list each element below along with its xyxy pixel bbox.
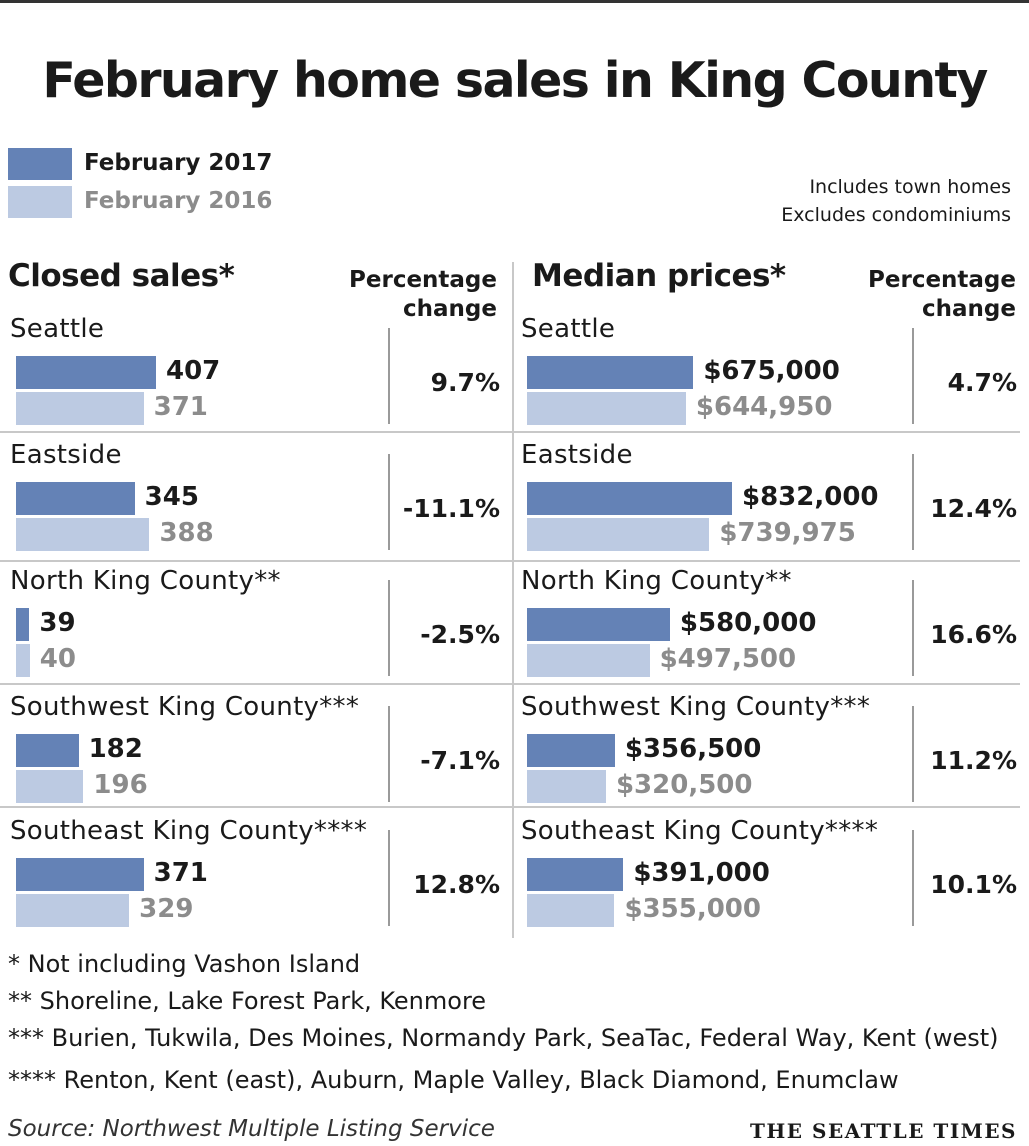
closed-sales-title: Closed sales* — [8, 258, 235, 294]
median-prices-region-label: Southwest King County*** — [521, 692, 871, 722]
pct-header-line2: change — [403, 296, 497, 322]
footnote-1: * Not including Vashon Island — [8, 950, 361, 978]
column-divider — [512, 262, 514, 938]
closed-sales-bar-2017 — [16, 356, 156, 389]
closed-sales-pct-change: -7.1% — [420, 746, 500, 775]
closed-sales-pct-rule — [388, 454, 390, 550]
median-prices-value-2017: $580,000 — [679, 608, 817, 638]
median-prices-pct-change: 12.4% — [930, 494, 1017, 523]
closed-sales-pct-header: Percentage change — [349, 266, 497, 324]
closed-sales-pct-change: -11.1% — [402, 494, 500, 523]
footnote-2: ** Shoreline, Lake Forest Park, Kenmore — [8, 987, 487, 1015]
closed-sales-bar-2016 — [16, 770, 84, 803]
note-town-homes: Includes town homes — [809, 176, 1011, 198]
closed-sales-value-2017: 371 — [153, 858, 208, 888]
median-prices-value-2017: $391,000 — [633, 858, 770, 888]
source-line: Source: Northwest Multiple Listing Servi… — [8, 1116, 495, 1142]
median-prices-bar-2017 — [527, 858, 624, 891]
median-prices-pct-change: 16.6% — [930, 620, 1017, 649]
closed-sales-pct-change: 12.8% — [413, 870, 500, 899]
closed-sales-value-2017: 407 — [166, 356, 221, 386]
closed-sales-bar-2016 — [16, 644, 30, 677]
median-prices-value-2017: $832,000 — [742, 482, 879, 512]
pct-header-line1: Percentage — [349, 267, 497, 293]
median-prices-bar-2016 — [527, 770, 606, 803]
row-divider — [0, 560, 1020, 562]
median-prices-pct-rule — [912, 830, 914, 926]
median-prices-bar-2016 — [527, 644, 650, 677]
closed-sales-pct-change: 9.7% — [430, 368, 500, 397]
closed-sales-pct-rule — [388, 706, 390, 802]
closed-sales-value-2017: 39 — [39, 608, 76, 638]
closed-sales-value-2017: 345 — [144, 482, 199, 512]
pct-header-line2: change — [922, 296, 1016, 322]
closed-sales-bar-2017 — [16, 858, 144, 891]
closed-sales-bar-2016 — [16, 518, 150, 551]
median-prices-pct-rule — [912, 580, 914, 676]
legend-swatch-2017 — [8, 148, 72, 180]
closed-sales-bar-2017 — [16, 608, 30, 641]
median-prices-region-label: Southeast King County**** — [521, 816, 879, 846]
closed-sales-bar-2017 — [16, 482, 135, 515]
closed-sales-bar-2016 — [16, 392, 144, 425]
footnote-3: *** Burien, Tukwila, Des Moines, Normand… — [8, 1024, 999, 1052]
median-prices-pct-header: Percentage change — [868, 266, 1016, 324]
closed-sales-region-label: Eastside — [10, 440, 122, 470]
median-prices-bar-2017 — [527, 482, 732, 515]
median-prices-value-2016: $497,500 — [659, 644, 797, 674]
pct-header-line1: Percentage — [868, 267, 1016, 293]
closed-sales-pct-change: -2.5% — [420, 620, 500, 649]
median-prices-value-2016: $355,000 — [624, 894, 761, 924]
median-prices-pct-rule — [912, 706, 914, 802]
closed-sales-value-2016: 388 — [159, 518, 214, 548]
row-divider — [0, 683, 1020, 685]
closed-sales-pct-rule — [388, 328, 390, 424]
median-prices-value-2016: $320,500 — [615, 770, 753, 800]
closed-sales-region-label: Seattle — [10, 314, 105, 344]
closed-sales-bar-2016 — [16, 894, 130, 927]
closed-sales-pct-rule — [388, 830, 390, 926]
brand-logo: THE SEATTLE TIMES — [750, 1119, 1017, 1143]
median-prices-value-2017: $356,500 — [624, 734, 762, 764]
median-prices-value-2017: $675,000 — [703, 356, 840, 386]
closed-sales-value-2016: 371 — [153, 392, 208, 422]
closed-sales-bar-2017 — [16, 734, 79, 767]
closed-sales-value-2016: 196 — [93, 770, 148, 800]
chart-title: February home sales in King County — [42, 52, 988, 109]
median-prices-value-2016: $644,950 — [695, 392, 833, 422]
median-prices-pct-change: 10.1% — [930, 870, 1017, 899]
closed-sales-value-2016: 329 — [139, 894, 194, 924]
median-prices-bar-2017 — [527, 734, 615, 767]
row-divider — [0, 431, 1020, 433]
median-prices-value-2016: $739,975 — [719, 518, 856, 548]
closed-sales-region-label: North King County** — [10, 566, 281, 596]
median-prices-bar-2017 — [527, 356, 694, 389]
legend-label-2017: February 2017 — [84, 150, 273, 176]
median-prices-bar-2016 — [527, 392, 686, 425]
closed-sales-region-label: Southeast King County**** — [10, 816, 368, 846]
median-prices-pct-rule — [912, 454, 914, 550]
median-prices-region-label: Eastside — [521, 440, 633, 470]
closed-sales-region-label: Southwest King County*** — [10, 692, 360, 722]
legend-label-2016: February 2016 — [84, 188, 273, 214]
footnote-4: **** Renton, Kent (east), Auburn, Maple … — [8, 1066, 899, 1094]
median-prices-title: Median prices* — [532, 258, 786, 294]
median-prices-pct-change: 4.7% — [947, 368, 1017, 397]
closed-sales-value-2017: 182 — [88, 734, 143, 764]
median-prices-bar-2016 — [527, 894, 615, 927]
median-prices-pct-change: 11.2% — [930, 746, 1017, 775]
closed-sales-pct-rule — [388, 580, 390, 676]
closed-sales-value-2016: 40 — [39, 644, 76, 674]
median-prices-bar-2017 — [527, 608, 670, 641]
legend-swatch-2016 — [8, 186, 72, 218]
top-rule — [0, 0, 1029, 3]
row-divider — [0, 806, 1020, 808]
median-prices-pct-rule — [912, 328, 914, 424]
note-condominiums: Excludes condominiums — [781, 204, 1011, 226]
median-prices-region-label: North King County** — [521, 566, 792, 596]
median-prices-region-label: Seattle — [521, 314, 616, 344]
median-prices-bar-2016 — [527, 518, 710, 551]
